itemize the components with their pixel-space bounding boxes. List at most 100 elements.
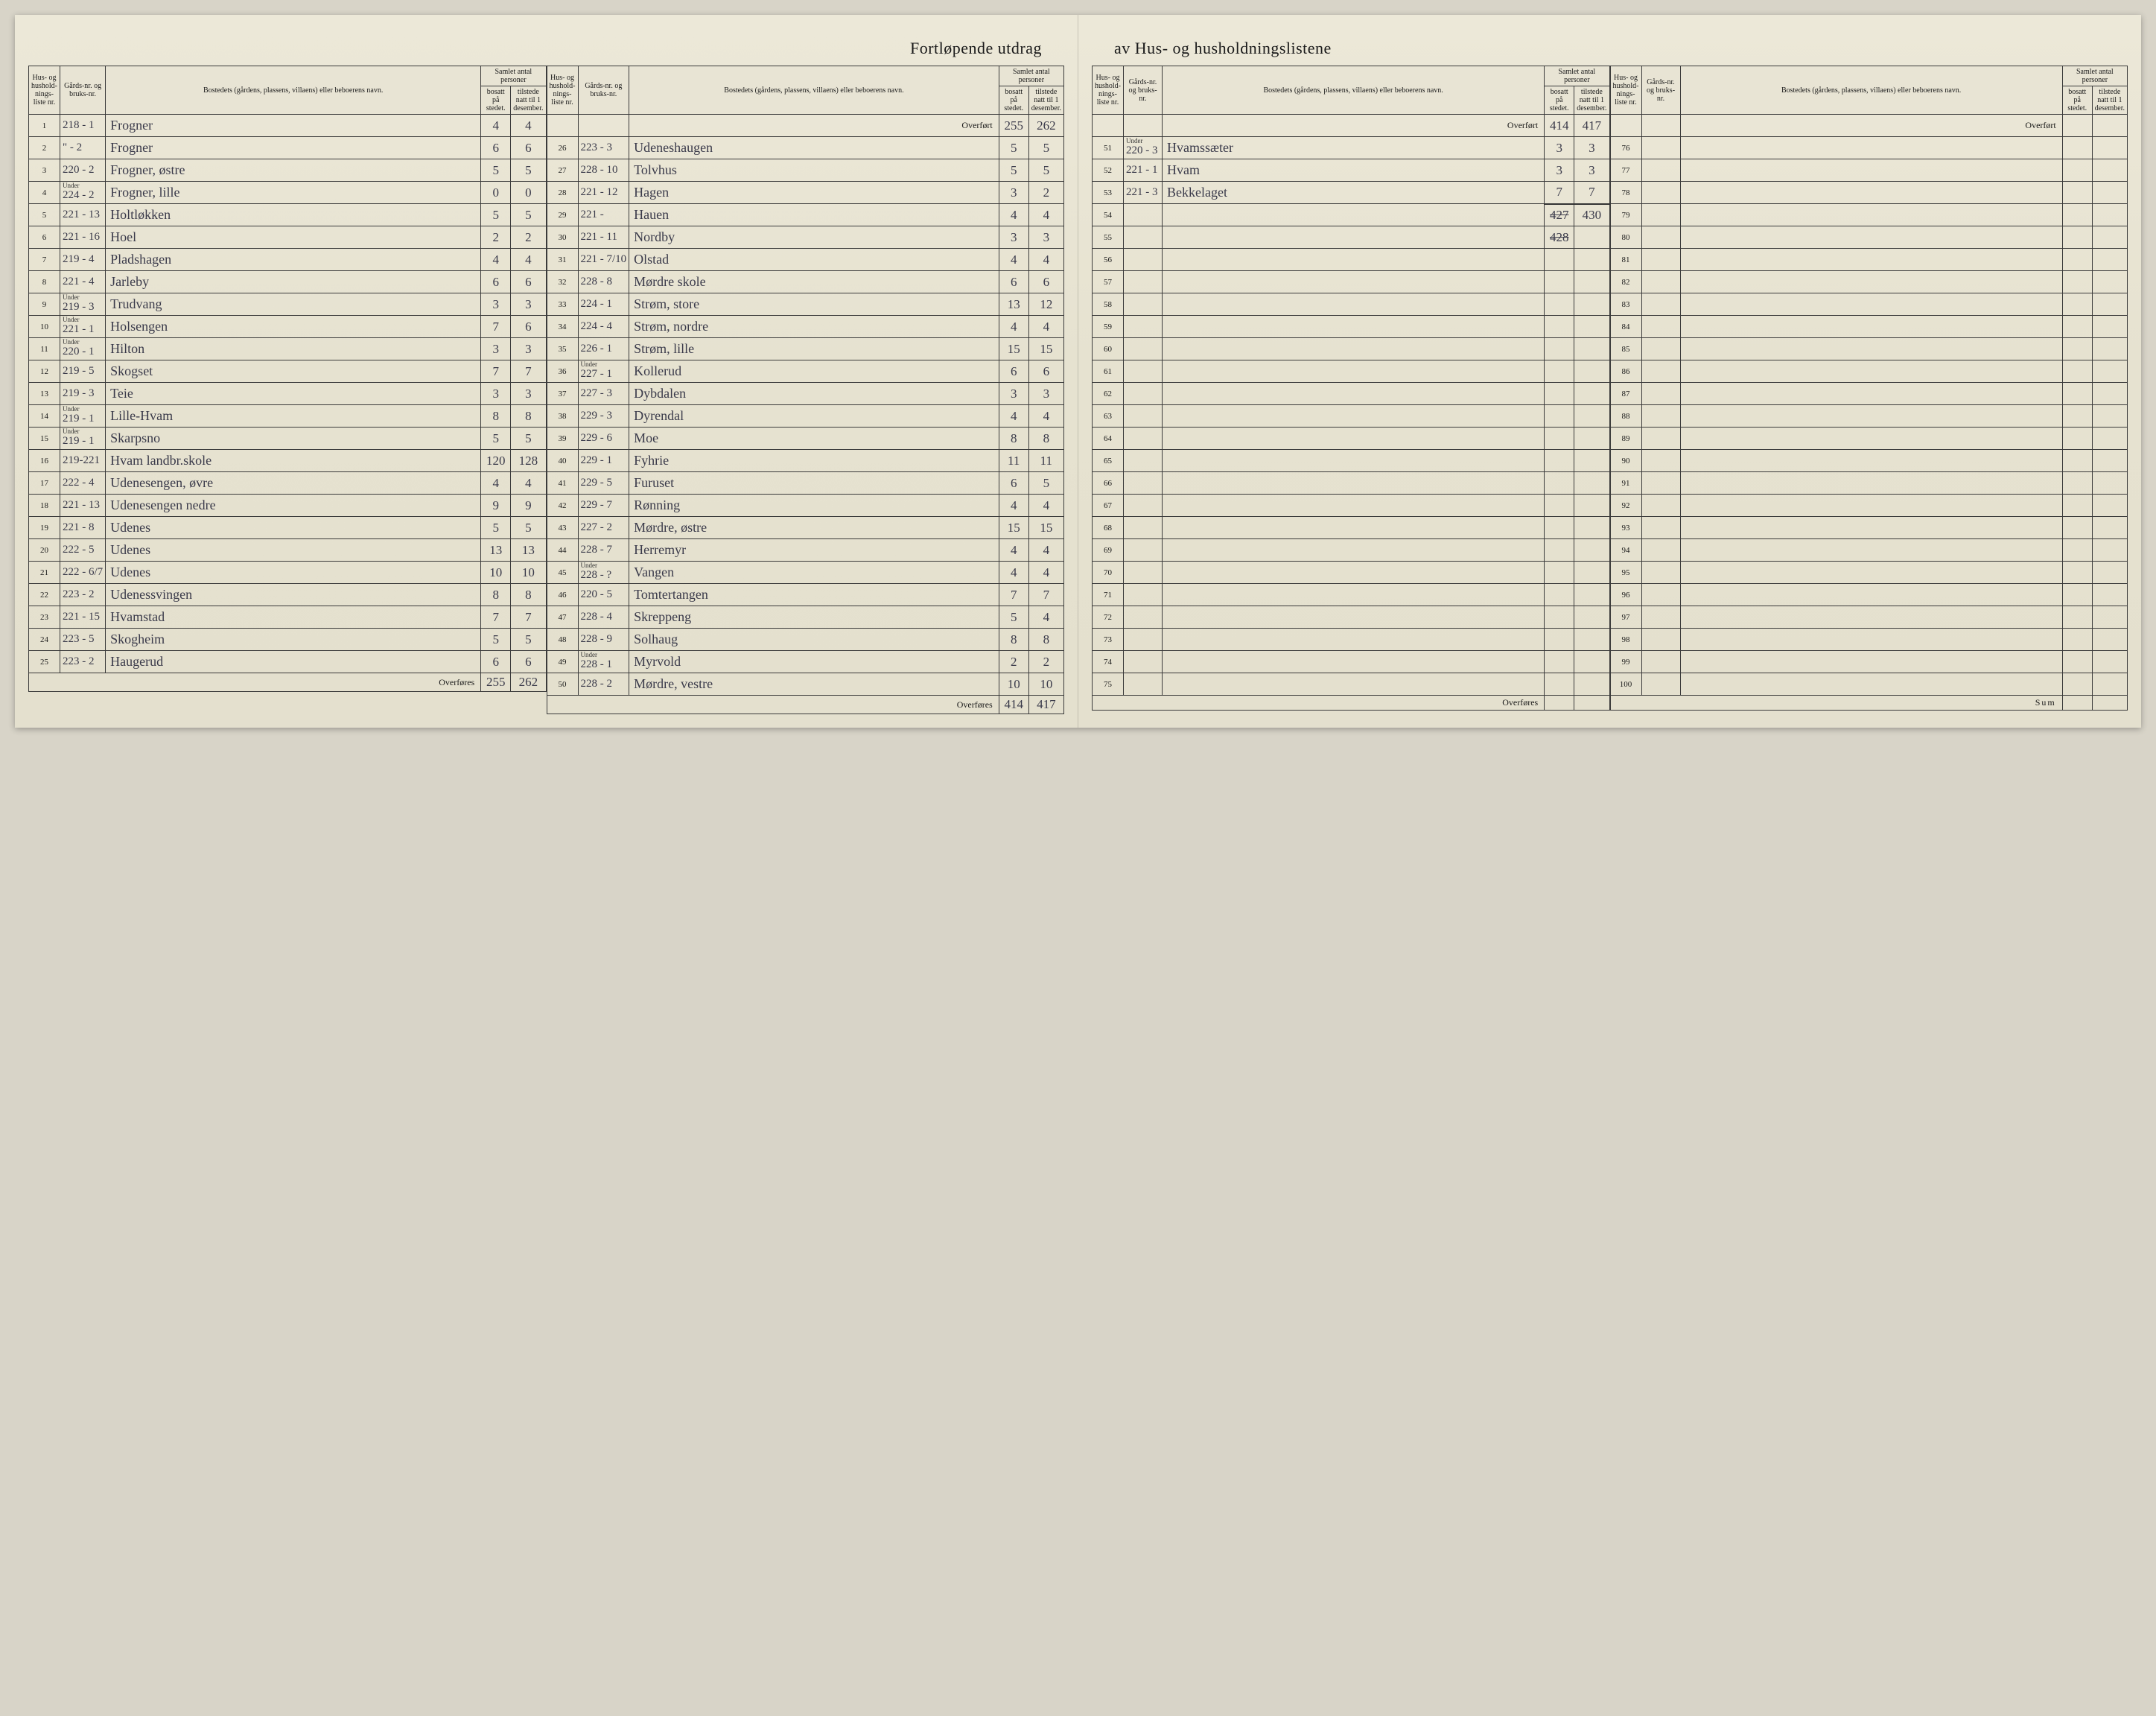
gards-nr: 223 - 2 — [60, 584, 106, 606]
table-row: 63 — [1093, 405, 1610, 428]
row-number: 62 — [1093, 383, 1124, 405]
gards-nr — [1641, 405, 1680, 428]
tilstede-count — [2092, 450, 2127, 472]
table-row: 10Under221 - 1Holsengen76 — [29, 316, 547, 338]
gards-nr — [1124, 539, 1163, 562]
tilstede-count: 6 — [511, 271, 546, 293]
bosatt-count: 4 — [999, 204, 1028, 226]
tilstede-count: 5 — [1028, 159, 1063, 182]
bosted-name — [1680, 182, 2062, 204]
table-row: 74 — [1093, 651, 1610, 673]
tilstede-count — [2092, 316, 2127, 338]
bosatt-count — [2062, 651, 2092, 673]
bosted-name — [1680, 517, 2062, 539]
overfort-2: Overført — [629, 115, 999, 137]
gards-nr: 221 - 15 — [60, 606, 106, 629]
table-row: 55428 — [1093, 226, 1610, 249]
bosatt-count — [1545, 271, 1574, 293]
bosatt-count: 6 — [481, 651, 511, 673]
bosted-name: Udenesengen, øvre — [106, 472, 481, 495]
gards-nr: Under227 - 1 — [578, 360, 629, 383]
row-number: 29 — [547, 204, 578, 226]
gards-nr: 222 - 4 — [60, 472, 106, 495]
row-number: 72 — [1093, 606, 1124, 629]
gards-nr: Under224 - 2 — [60, 182, 106, 204]
th-gards-4: Gårds-nr. og bruks-nr. — [1641, 66, 1680, 115]
bosted-name — [1163, 629, 1545, 651]
table-row: 34224 - 4Strøm, nordre44 — [547, 316, 1064, 338]
bosted-name — [1680, 271, 2062, 293]
row-number: 86 — [1610, 360, 1641, 383]
bosted-name: Strøm, lille — [629, 338, 999, 360]
gards-nr — [1124, 226, 1163, 249]
th-bosted-2: Bostedets (gårdens, plassens, villaens) … — [629, 66, 999, 115]
gards-nr: 228 - 2 — [578, 673, 629, 696]
gards-nr: Under228 - ? — [578, 562, 629, 584]
table-row: 51Under220 - 3Hvamssæter33 — [1093, 137, 1610, 159]
table-row: 37227 - 3Dybdalen33 — [547, 383, 1064, 405]
table-row: 93 — [1610, 517, 2128, 539]
table-row: 18221 - 13Udenesengen nedre99 — [29, 495, 547, 517]
gards-nr — [1641, 606, 1680, 629]
row-number: 22 — [29, 584, 60, 606]
bosted-name: Moe — [629, 428, 999, 450]
tilstede-count — [2092, 517, 2127, 539]
table-row: 56 — [1093, 249, 1610, 271]
bosted-name: Olstad — [629, 249, 999, 271]
gards-nr: 228 - 4 — [578, 606, 629, 629]
gards-nr: 221 - 1 — [1124, 159, 1163, 182]
row-number: 27 — [547, 159, 578, 182]
row-number: 23 — [29, 606, 60, 629]
table-row: 81 — [1610, 249, 2128, 271]
bosatt-count — [1545, 562, 1574, 584]
table-row: 27228 - 10Tolvhus55 — [547, 159, 1064, 182]
bosted-name — [1163, 271, 1545, 293]
bosted-name — [1680, 472, 2062, 495]
bosted-name: Mørdre, østre — [629, 517, 999, 539]
row-number: 55 — [1093, 226, 1124, 249]
gards-nr: 221 - 11 — [578, 226, 629, 249]
tilstede-count — [1574, 271, 1609, 293]
bosatt-count — [2062, 584, 2092, 606]
gards-nr: 219 - 4 — [60, 249, 106, 271]
table-row: 69 — [1093, 539, 1610, 562]
row-number: 43 — [547, 517, 578, 539]
gards-nr: 223 - 5 — [60, 629, 106, 651]
tilstede-count — [2092, 271, 2127, 293]
gards-nr: 221 - — [578, 204, 629, 226]
tilstede-count: 7 — [1028, 584, 1063, 606]
bosatt-count — [1545, 539, 1574, 562]
bosted-name — [1163, 293, 1545, 316]
gards-nr: 220 - 2 — [60, 159, 106, 182]
bosatt-count: 8 — [481, 405, 511, 428]
row-number: 35 — [547, 338, 578, 360]
bosted-name: Udenes — [106, 517, 481, 539]
tilstede-count — [1574, 405, 1609, 428]
bosatt-count: 15 — [999, 338, 1028, 360]
bosatt-count: 4 — [999, 249, 1028, 271]
th-gards: Gårds-nr. og bruks-nr. — [60, 66, 106, 115]
bosted-name — [1680, 137, 2062, 159]
tilstede-count: 4 — [1028, 495, 1063, 517]
th-tilstede-3: tilstede natt til 1 desember. — [1574, 86, 1609, 115]
bosatt-count: 2 — [999, 651, 1028, 673]
tilstede-count — [2092, 539, 2127, 562]
gards-nr: 218 - 1 — [60, 115, 106, 137]
gards-nr: 219 - 3 — [60, 383, 106, 405]
row-number: 85 — [1610, 338, 1641, 360]
gards-nr: Under221 - 1 — [60, 316, 106, 338]
bosatt-count — [2062, 405, 2092, 428]
table-row: 53221 - 3Bekkelaget77 — [1093, 182, 1610, 204]
table-row: 88 — [1610, 405, 2128, 428]
table-row: 95 — [1610, 562, 2128, 584]
gards-nr — [1641, 383, 1680, 405]
table-row: 50228 - 2Mørdre, vestre1010 — [547, 673, 1064, 696]
bosatt-count — [2062, 360, 2092, 383]
bosatt-count: 0 — [481, 182, 511, 204]
gards-nr — [1124, 383, 1163, 405]
tilstede-count: 4 — [511, 249, 546, 271]
carry-c2-top-b: 255 — [999, 115, 1028, 137]
row-number: 83 — [1610, 293, 1641, 316]
table-row: 70 — [1093, 562, 1610, 584]
gards-nr: 224 - 1 — [578, 293, 629, 316]
